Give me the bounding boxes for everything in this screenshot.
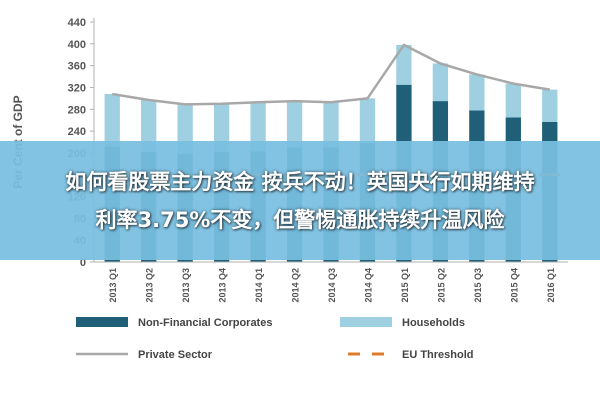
x-tick-label: 2013 Q3 bbox=[181, 268, 191, 303]
headline-banner: 如何看股票主力资金 按兵不动！英国央行如期维持 利率3.75%不变，但警惕通胀持… bbox=[0, 141, 600, 260]
y-tick-label: 360 bbox=[68, 61, 86, 73]
legend-label-private-sector: Private Sector bbox=[138, 349, 213, 361]
private-sector-line-group bbox=[111, 43, 551, 106]
y-tick-label: 440 bbox=[68, 17, 86, 29]
y-tick-label: 400 bbox=[68, 39, 86, 51]
private-sector-line bbox=[111, 43, 551, 106]
bar-households bbox=[542, 89, 558, 122]
x-tick-label: 2014 Q3 bbox=[327, 268, 337, 303]
bar-households bbox=[505, 83, 521, 118]
bar-households bbox=[286, 101, 303, 148]
headline-line-1: 如何看股票主力资金 按兵不动！英国央行如期维持 bbox=[65, 169, 535, 194]
legend-swatch-households bbox=[340, 317, 392, 327]
x-tick-label: 2015 Q1 bbox=[400, 268, 410, 303]
x-tick-label: 2013 Q4 bbox=[218, 268, 228, 303]
x-tick-label: 2015 Q2 bbox=[436, 268, 446, 303]
x-tick-label: 2014 Q2 bbox=[291, 268, 301, 303]
x-tick-label: 2015 Q4 bbox=[509, 268, 519, 303]
legend-label-non-financial-corporates: Non-Financial Corporates bbox=[138, 317, 272, 329]
bar-households bbox=[250, 102, 266, 152]
bar-households bbox=[396, 44, 412, 85]
legend-label-eu-threshold: EU Threshold bbox=[402, 349, 474, 361]
x-tick-label: 2014 Q4 bbox=[363, 268, 373, 303]
bar-households bbox=[323, 102, 339, 148]
y-tick-label: 280 bbox=[68, 104, 86, 116]
bar-households bbox=[141, 100, 157, 152]
y-tick-label: 320 bbox=[68, 82, 86, 94]
legend-label-households: Households bbox=[402, 317, 465, 329]
legend-swatch-non-financial-corporates bbox=[76, 317, 128, 327]
legend: Non-Financial Corporates Households Privat… bbox=[76, 317, 474, 361]
y-tick-label: 0 bbox=[80, 257, 86, 269]
x-axis: 2013 Q1 2013 Q2 2013 Q3 2013 Q4 2014 Q1 2014 … bbox=[94, 261, 568, 303]
x-tick-label: 2016 Q1 bbox=[546, 268, 556, 303]
bar-households bbox=[469, 74, 485, 111]
y-tick-label: 240 bbox=[68, 126, 86, 138]
x-tick-label: 2013 Q2 bbox=[145, 268, 155, 303]
bar-households bbox=[432, 63, 449, 102]
x-tick-label: 2014 Q1 bbox=[254, 268, 264, 303]
bar-households bbox=[359, 98, 376, 144]
x-tick-label: 2015 Q3 bbox=[473, 268, 483, 303]
headline-line-2: 利率3.75%不变，但警惕通胀持续升温风险 bbox=[95, 207, 505, 232]
x-tick-label: 2013 Q1 bbox=[108, 268, 118, 303]
bar-households bbox=[104, 94, 120, 147]
bar-households bbox=[213, 103, 230, 152]
